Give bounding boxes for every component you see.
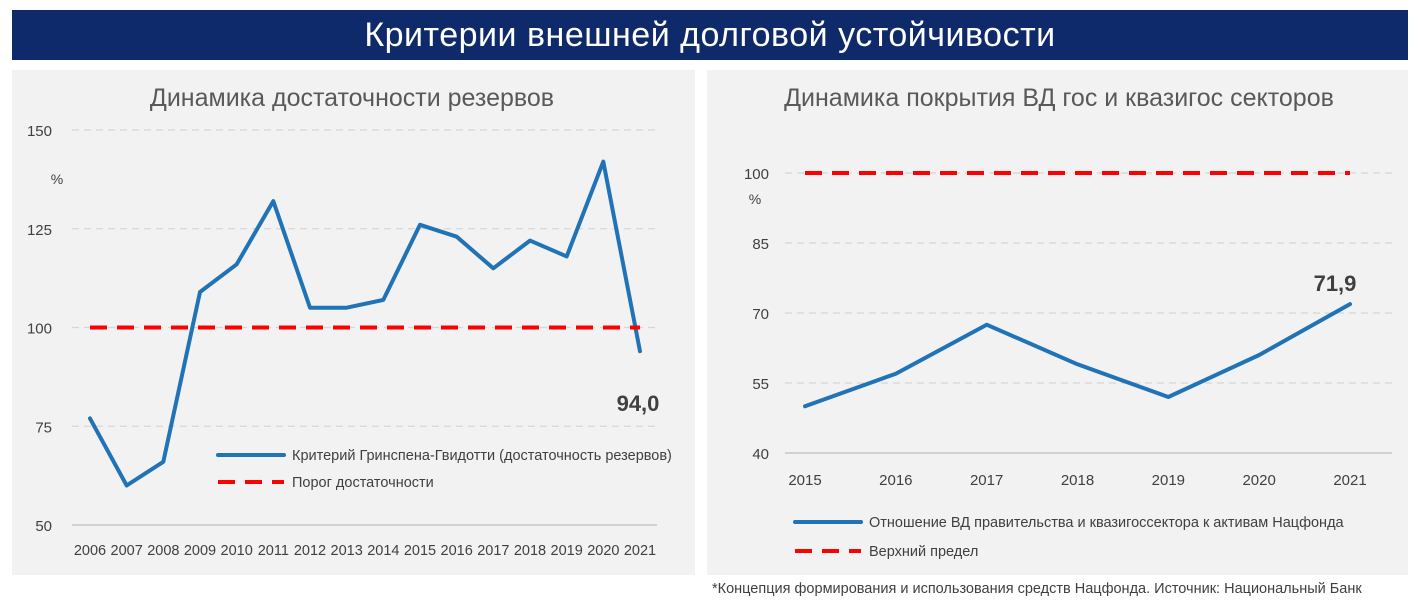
reserves-legend-label: Порог достаточности	[292, 475, 434, 491]
coverage-legend-label: Верхний предел	[869, 544, 978, 560]
reserves-x-tick-label: 2015	[404, 543, 436, 559]
reserves-y-tick-label: 75	[35, 419, 52, 436]
reserves-x-tick-label: 2019	[551, 543, 583, 559]
coverage-x-tick-label: 2018	[1061, 472, 1094, 489]
reserves-x-tick-label: 2006	[74, 543, 106, 559]
coverage-x-tick-label: 2017	[970, 472, 1003, 489]
reserves-x-tick-label: 2018	[514, 543, 546, 559]
reserves-data-label: 94,0	[617, 391, 660, 416]
reserves-x-tick-label: 2014	[367, 543, 399, 559]
coverage-x-tick-label: 2019	[1152, 472, 1185, 489]
reserves-x-tick-label: 2011	[258, 543, 289, 559]
reserves-x-tick-label: 2008	[147, 543, 179, 559]
coverage-series-line	[803, 302, 1352, 409]
reserves-y-axis-unit: %	[51, 171, 63, 187]
reserves-y-tick-label: 125	[27, 222, 52, 239]
reserves-y-tick-label: 100	[27, 321, 52, 338]
reserves-chart: Динамика достаточности резервов 50 75 100 12…	[27, 84, 672, 559]
reserves-x-tick-label: 2017	[477, 543, 509, 559]
reserves-chart-title: Динамика достаточности резервов	[150, 84, 554, 112]
coverage-x-tick-label: 2015	[788, 472, 821, 489]
reserves-x-tick-label: 2013	[331, 543, 363, 559]
reserves-x-tick-label: 2009	[184, 543, 216, 559]
coverage-x-tick-label: 2020	[1242, 472, 1275, 489]
debt-coverage-chart-panel: Динамика покрытия ВД гос и квазигос сект…	[707, 70, 1408, 575]
coverage-data-label: 71,9	[1314, 271, 1357, 296]
reserves-x-tick-label: 2021	[624, 543, 656, 559]
coverage-y-tick-label: 55	[752, 376, 769, 393]
reserves-series-line	[88, 159, 642, 488]
reserves-legend-label: Критерий Гринспена-Гвидотти (достаточнос…	[292, 448, 672, 464]
coverage-y-axis-unit: %	[749, 191, 761, 207]
debt-coverage-chart: Динамика покрытия ВД гос и квазигос сект…	[744, 84, 1392, 560]
coverage-legend-label: Отношение ВД правительства и квазигоссек…	[869, 515, 1345, 531]
coverage-y-tick-label: 70	[752, 306, 769, 323]
source-footnote: *Концепция формирования и использования …	[712, 581, 1362, 597]
coverage-y-tick-label: 100	[744, 166, 769, 183]
coverage-y-tick-label: 40	[752, 446, 769, 463]
reserves-x-tick-label: 2010	[221, 543, 253, 559]
coverage-y-tick-label: 85	[752, 236, 769, 253]
reserves-chart-panel: Динамика достаточности резервов 50 75 100 12…	[12, 70, 695, 575]
coverage-x-tick-label: 2021	[1333, 472, 1366, 489]
reserves-x-tick-label: 2016	[441, 543, 473, 559]
coverage-chart-title: Динамика покрытия ВД гос и квазигос сект…	[784, 84, 1334, 112]
reserves-y-tick-label: 150	[27, 123, 52, 140]
coverage-x-tick-label: 2016	[879, 472, 912, 489]
reserves-y-tick-label: 50	[35, 518, 52, 535]
page-title: Критерии внешней долговой устойчивости	[12, 10, 1408, 60]
reserves-x-tick-label: 2007	[111, 543, 143, 559]
reserves-x-tick-label: 2020	[587, 543, 619, 559]
reserves-x-tick-label: 2012	[294, 543, 326, 559]
